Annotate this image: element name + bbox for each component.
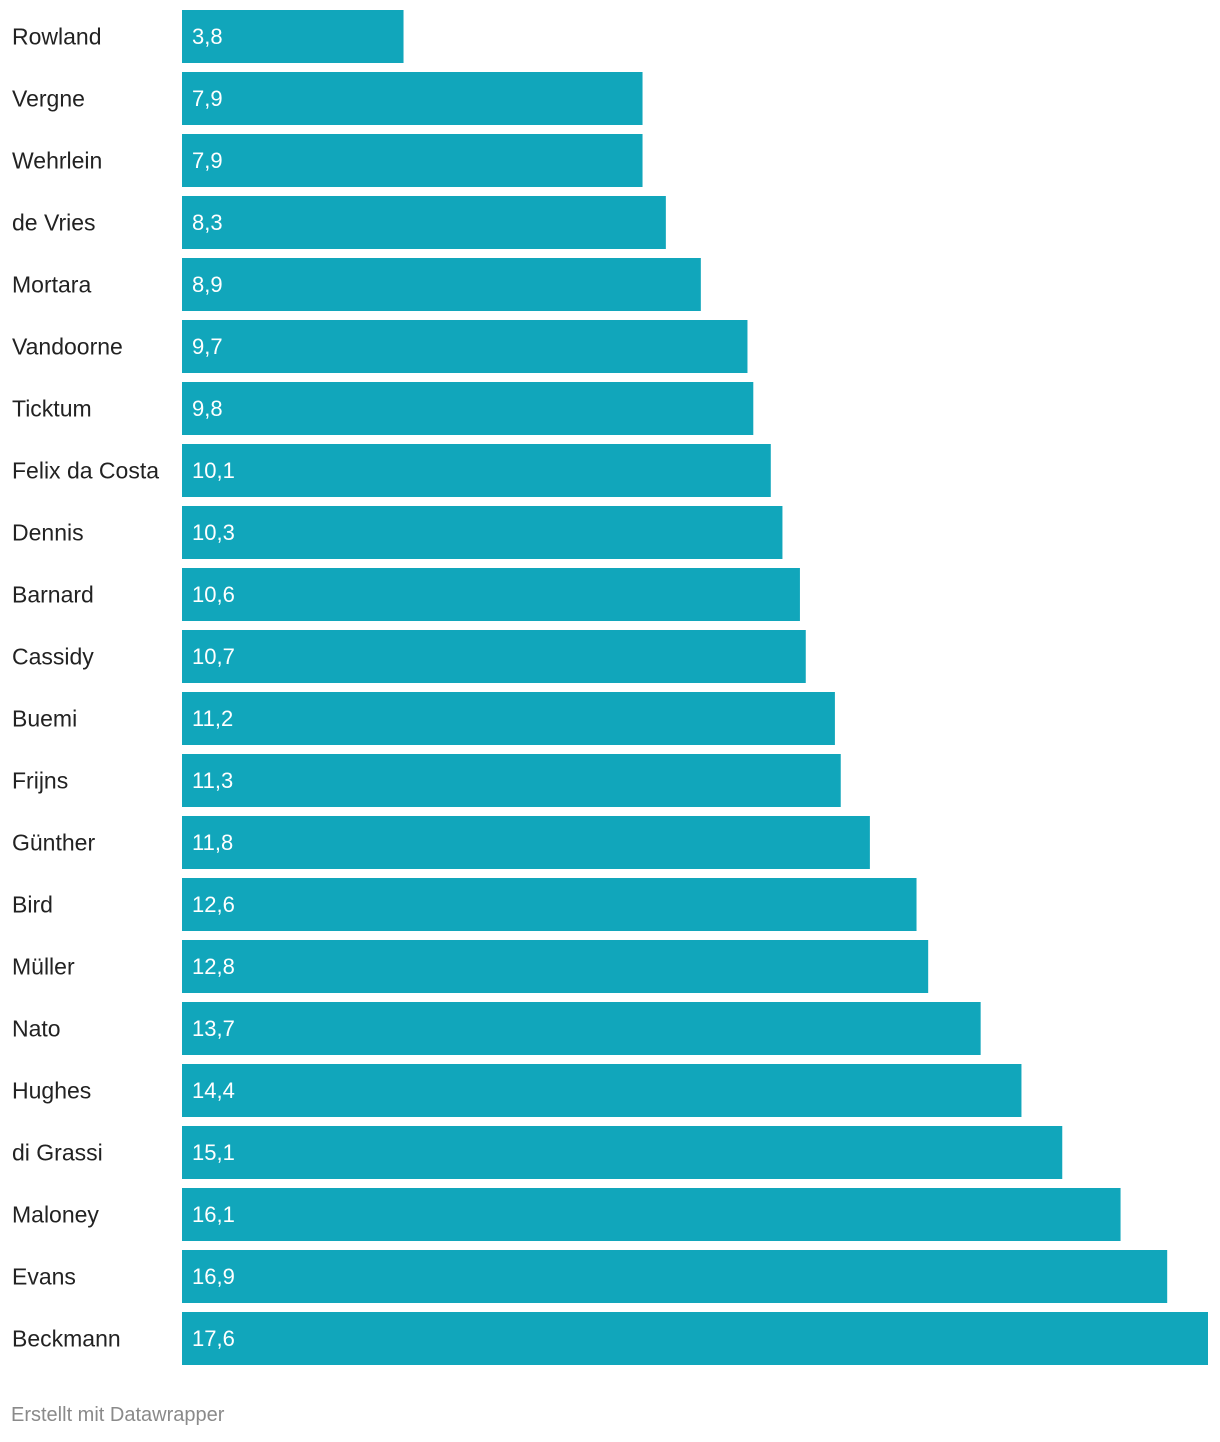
- value-label: 3,8: [192, 24, 223, 49]
- value-label: 9,8: [192, 396, 223, 421]
- value-label: 11,2: [192, 706, 233, 731]
- value-label: 15,1: [192, 1140, 235, 1165]
- bar: [182, 506, 783, 559]
- bar-row: Evans 16,9: [12, 1250, 1168, 1303]
- bar: [182, 568, 800, 621]
- bar-chart: Rowland 3,8 Vergne 7,9 Wehrlein 7,9 de Vries 8,…: [12, 10, 1208, 1365]
- category-label: Wehrlein: [12, 148, 102, 174]
- footer-credit: Erstellt mit Datawrapper: [11, 1404, 225, 1426]
- category-label: de Vries: [12, 210, 96, 236]
- bar-row: Bird 12,6: [12, 878, 917, 931]
- value-label: 12,6: [192, 892, 235, 917]
- bar-row: Rowland 3,8: [12, 10, 404, 63]
- value-label: 13,7: [192, 1016, 235, 1041]
- bar: [182, 1312, 1208, 1365]
- bar-row: Frijns 11,3: [12, 754, 841, 807]
- bar: [182, 1250, 1168, 1303]
- bar: [182, 878, 917, 931]
- bar-row: Wehrlein 7,9: [12, 134, 643, 187]
- value-label: 12,8: [192, 954, 235, 979]
- bar: [182, 754, 841, 807]
- category-label: Nato: [12, 1016, 61, 1042]
- bar-row: Müller 12,8: [12, 940, 929, 993]
- value-label: 7,9: [192, 148, 223, 173]
- bar: [182, 1126, 1063, 1179]
- bar-row: Buemi 11,2: [12, 692, 835, 745]
- bar: [182, 1064, 1022, 1117]
- value-label: 10,7: [192, 644, 235, 669]
- category-label: Rowland: [12, 24, 102, 50]
- bar-row: Hughes 14,4: [12, 1064, 1022, 1117]
- bar-row: Nato 13,7: [12, 1002, 981, 1055]
- value-label: 14,4: [192, 1078, 235, 1103]
- category-label: Frijns: [12, 768, 68, 794]
- category-label: Vandoorne: [12, 334, 123, 360]
- value-label: 16,9: [192, 1264, 235, 1289]
- bar-row: Beckmann 17,6: [12, 1312, 1208, 1365]
- bar-row: Cassidy 10,7: [12, 630, 806, 683]
- category-label: Bird: [12, 892, 53, 918]
- category-label: Vergne: [12, 86, 85, 112]
- bar-row: Barnard 10,6: [12, 568, 800, 621]
- bar: [182, 258, 701, 311]
- value-label: 8,9: [192, 272, 223, 297]
- value-label: 17,6: [192, 1326, 235, 1351]
- bar: [182, 10, 404, 63]
- bar-row: Vergne 7,9: [12, 72, 643, 125]
- category-label: Evans: [12, 1264, 76, 1290]
- category-label: Günther: [12, 830, 95, 856]
- category-label: Müller: [12, 954, 75, 980]
- bar: [182, 630, 806, 683]
- category-label: Maloney: [12, 1202, 99, 1228]
- value-label: 16,1: [192, 1202, 235, 1227]
- bar: [182, 692, 835, 745]
- bar-row: Maloney 16,1: [12, 1188, 1121, 1241]
- bar-row: Mortara 8,9: [12, 258, 701, 311]
- value-label: 7,9: [192, 86, 223, 111]
- category-label: Ticktum: [12, 396, 92, 422]
- bar: [182, 196, 666, 249]
- value-label: 10,3: [192, 520, 235, 545]
- value-label: 10,1: [192, 458, 235, 483]
- bar-row: Günther 11,8: [12, 816, 870, 869]
- value-label: 8,3: [192, 210, 223, 235]
- bar-row: Felix da Costa 10,1: [12, 444, 771, 497]
- category-label: Barnard: [12, 582, 94, 608]
- bar-row: Dennis 10,3: [12, 506, 783, 559]
- bar: [182, 444, 771, 497]
- value-label: 11,3: [192, 768, 233, 793]
- value-label: 10,6: [192, 582, 235, 607]
- category-label: Beckmann: [12, 1326, 121, 1352]
- bar: [182, 382, 754, 435]
- bar: [182, 1002, 981, 1055]
- bar: [182, 816, 870, 869]
- category-label: Cassidy: [12, 644, 94, 670]
- category-label: Felix da Costa: [12, 458, 159, 484]
- category-label: Hughes: [12, 1078, 91, 1104]
- category-label: di Grassi: [12, 1140, 103, 1166]
- bar: [182, 940, 929, 993]
- category-label: Dennis: [12, 520, 84, 546]
- bar: [182, 134, 643, 187]
- value-label: 11,8: [192, 830, 233, 855]
- category-label: Buemi: [12, 706, 77, 732]
- category-label: Mortara: [12, 272, 91, 298]
- bar-row: di Grassi 15,1: [12, 1126, 1063, 1179]
- bar: [182, 320, 748, 373]
- value-label: 9,7: [192, 334, 223, 359]
- bar-row: Ticktum 9,8: [12, 382, 754, 435]
- bar: [182, 72, 643, 125]
- bar-row: de Vries 8,3: [12, 196, 666, 249]
- bar-row: Vandoorne 9,7: [12, 320, 748, 373]
- bar: [182, 1188, 1121, 1241]
